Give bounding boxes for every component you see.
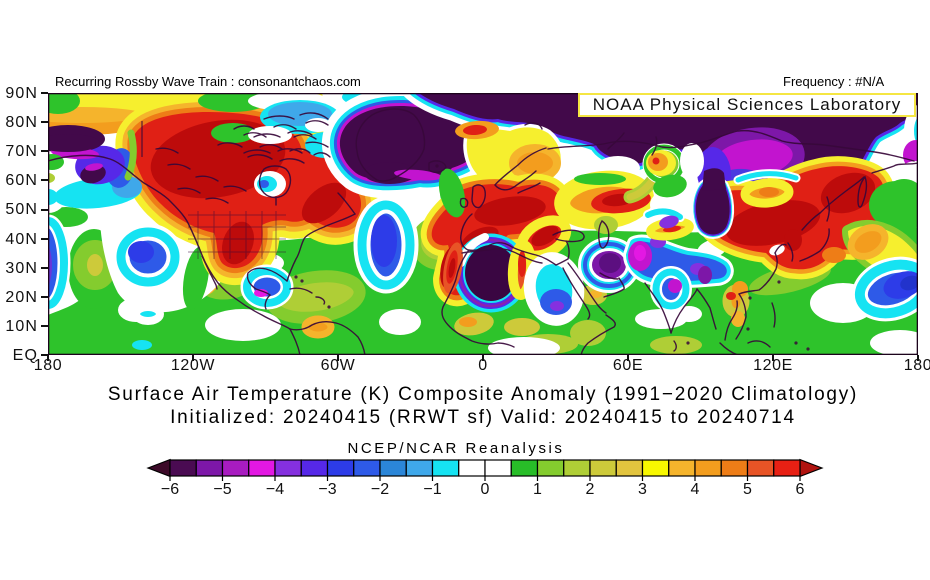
svg-text:−3: −3 bbox=[318, 481, 336, 498]
svg-text:0: 0 bbox=[481, 481, 490, 498]
svg-text:−4: −4 bbox=[266, 481, 284, 498]
svg-text:4: 4 bbox=[691, 481, 700, 498]
svg-text:2: 2 bbox=[586, 481, 595, 498]
svg-text:1: 1 bbox=[533, 481, 542, 498]
svg-text:−6: −6 bbox=[161, 481, 179, 498]
svg-text:−5: −5 bbox=[213, 481, 231, 498]
svg-text:5: 5 bbox=[743, 481, 752, 498]
svg-text:−2: −2 bbox=[371, 481, 389, 498]
svg-text:6: 6 bbox=[796, 481, 805, 498]
svg-text:−1: −1 bbox=[423, 481, 441, 498]
svg-text:3: 3 bbox=[638, 481, 647, 498]
